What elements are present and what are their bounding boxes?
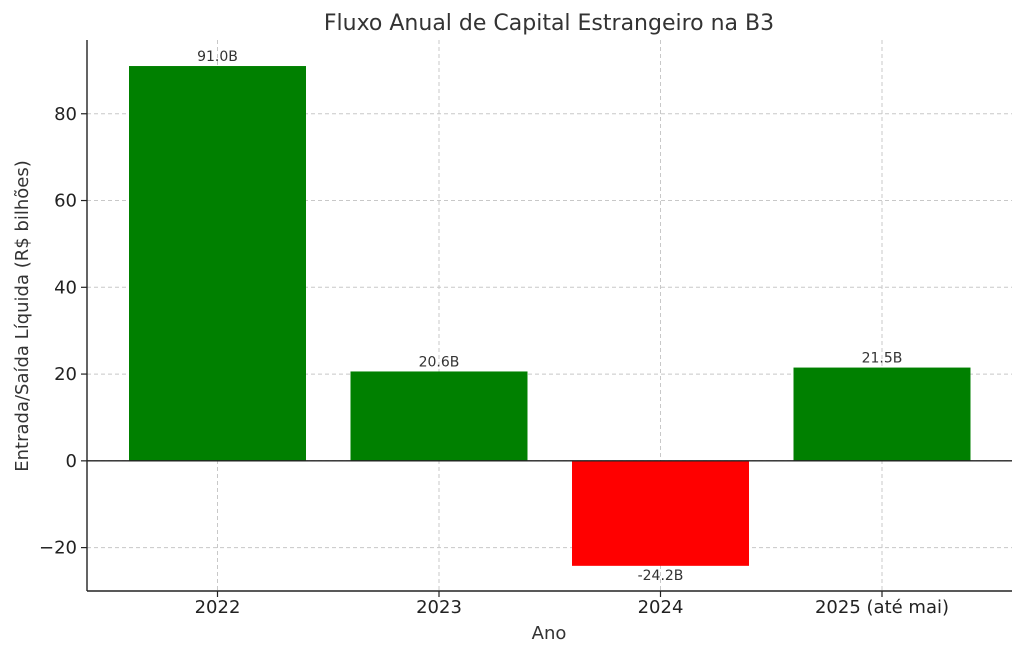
axes: −20 0 20 40 60 80 2022 2023 2024 2025 (até mai) [39, 40, 1012, 618]
y-tick-label: −20 [39, 538, 77, 559]
y-tick-label: 40 [54, 277, 77, 298]
x-tick-label: 2025 (até mai) [815, 597, 949, 618]
bar [793, 367, 971, 461]
y-tick-label: 0 [66, 451, 77, 472]
bar [129, 66, 306, 461]
x-tick-label: 2024 [638, 597, 684, 618]
y-tick-label: 80 [54, 104, 77, 125]
x-tick-label: 2022 [195, 597, 241, 618]
x-axis-title: Ano [532, 623, 567, 644]
y-tick-label: 60 [54, 191, 77, 212]
labels: 91.0B 20.6B -24.2B 21.5B [197, 49, 902, 584]
bar [350, 371, 528, 461]
data-label: 91.0B [197, 49, 238, 65]
data-label: -24.2B [638, 568, 684, 584]
chart-title: Fluxo Anual de Capital Estrangeiro na B3 [324, 11, 774, 36]
y-axis-title: Entrada/Saída Líquida (R$ bilhões) [12, 160, 33, 472]
x-tick-label: 2023 [416, 597, 462, 618]
y-tick-label: 20 [54, 364, 77, 385]
data-label: 20.6B [419, 354, 460, 370]
data-label: 21.5B [862, 351, 903, 367]
bars [129, 66, 971, 566]
bar [572, 460, 749, 566]
